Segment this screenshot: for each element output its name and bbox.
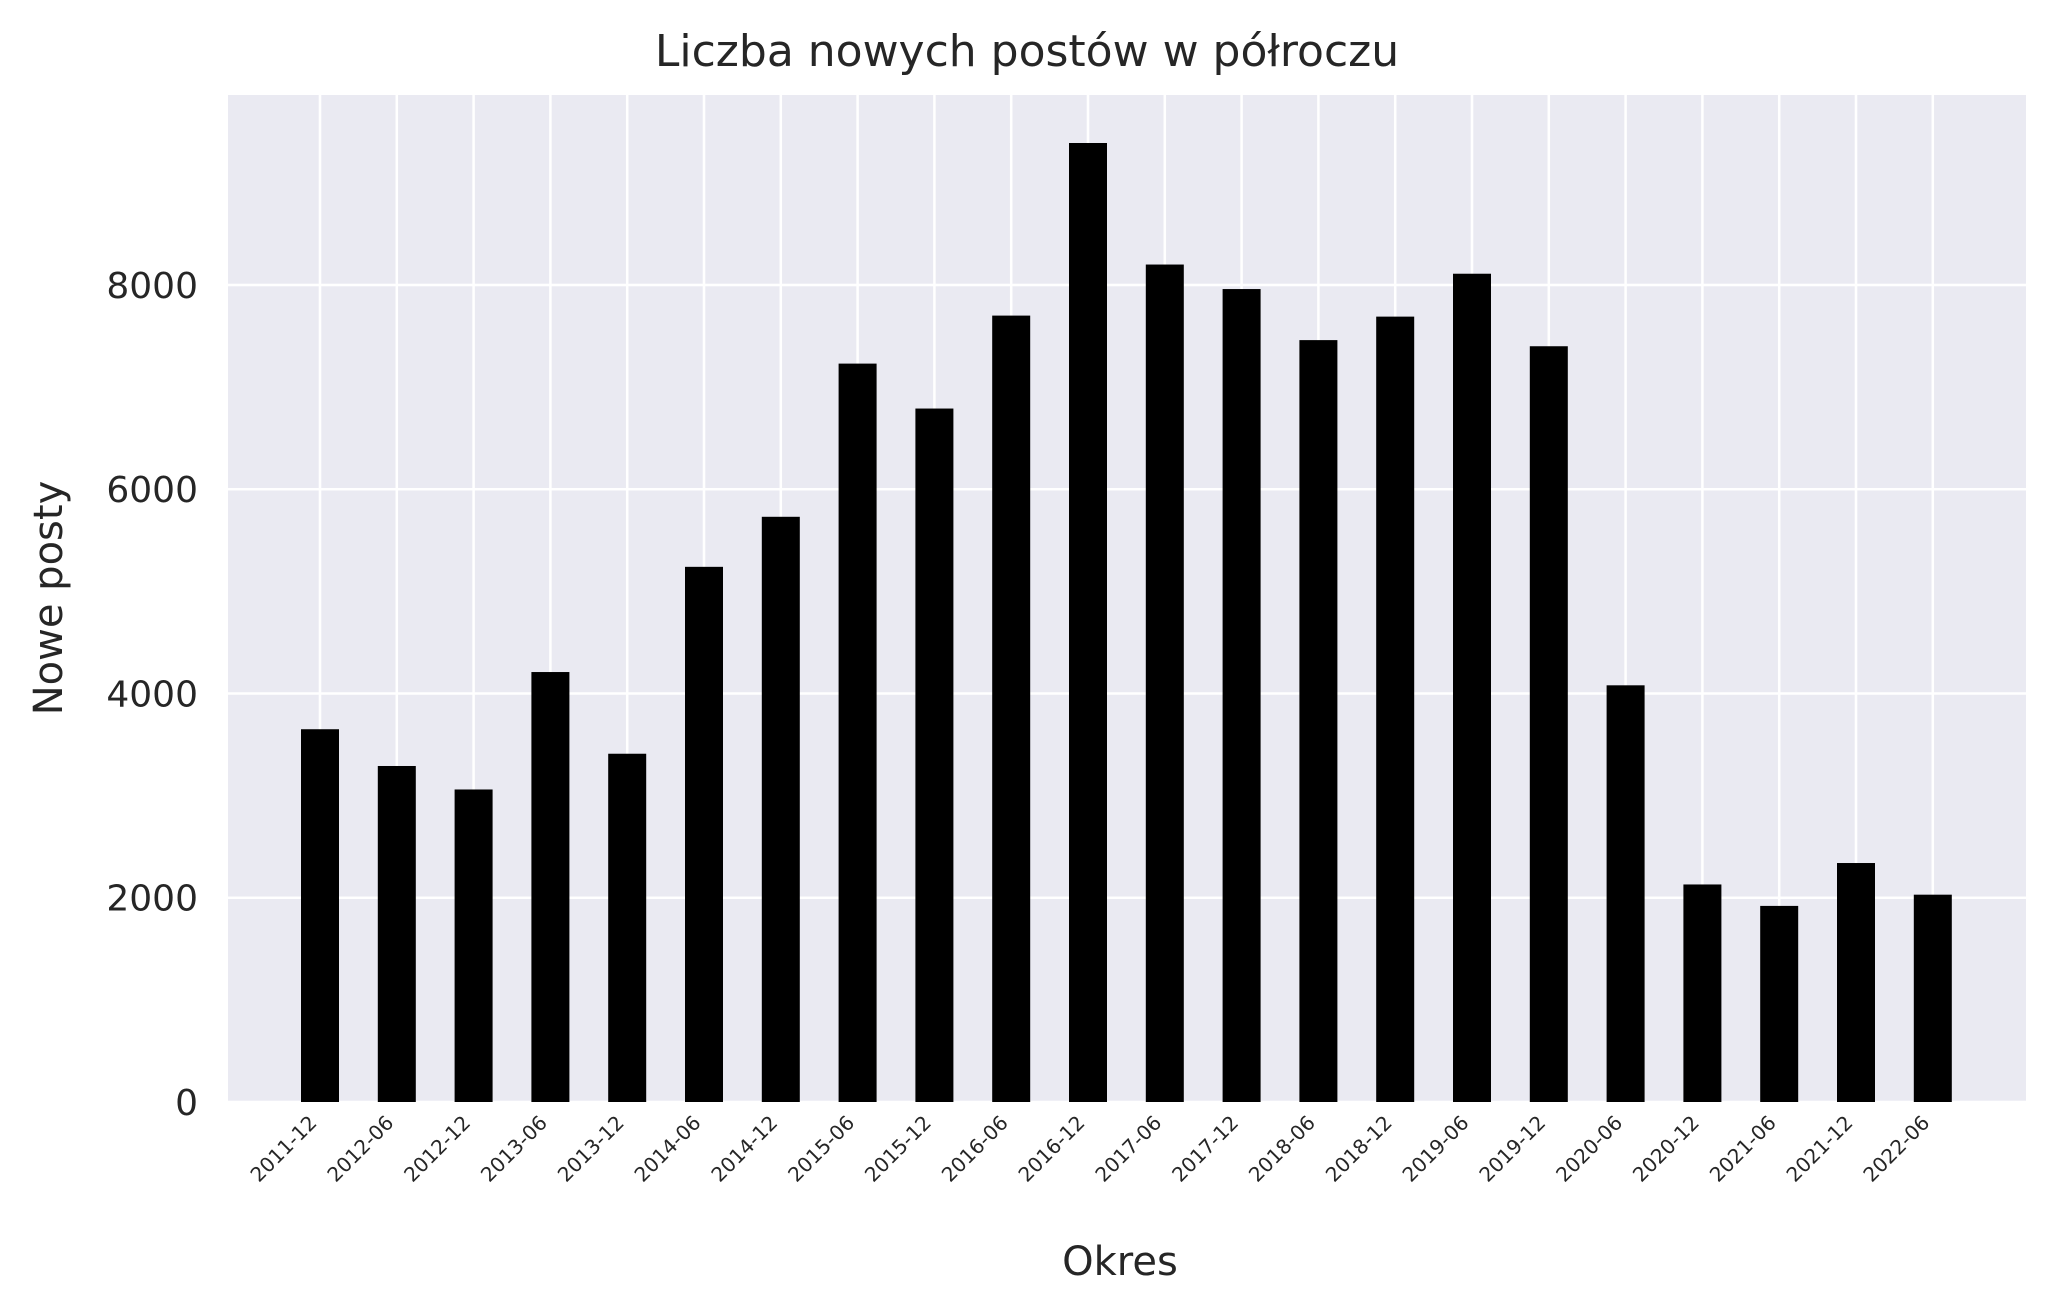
- x-tick-label: 2015-12: [860, 1111, 936, 1187]
- x-tick-label: 2017-12: [1167, 1111, 1243, 1187]
- bar: [1606, 685, 1645, 1102]
- x-tick-label: 2020-12: [1628, 1111, 1704, 1187]
- x-tick-label: 2021-06: [1705, 1111, 1781, 1187]
- bar: [685, 566, 723, 1102]
- x-tick-label: 2016-12: [1013, 1111, 1089, 1187]
- bar: [1376, 316, 1415, 1102]
- bar: [531, 672, 570, 1102]
- bar: [301, 729, 339, 1102]
- x-tick-label: 2014-06: [629, 1111, 705, 1187]
- bar: [761, 516, 800, 1102]
- bar: [454, 789, 493, 1102]
- x-tick-label: 2016-06: [937, 1111, 1013, 1187]
- bar: [1913, 894, 1952, 1102]
- x-tick-label: 2019-12: [1474, 1111, 1550, 1187]
- x-tick-label: 2013-06: [476, 1111, 552, 1187]
- x-tick-label: 2011-12: [245, 1111, 321, 1187]
- bar: [1837, 863, 1875, 1102]
- bar: [377, 765, 416, 1102]
- y-tick-labels: 0 2000 4000 6000 8000: [106, 266, 198, 1124]
- bar: [1222, 289, 1261, 1103]
- bar: [608, 753, 647, 1102]
- x-axis-label: Okres: [1062, 1239, 1178, 1285]
- bar: [838, 363, 877, 1102]
- bars-group: [301, 143, 1952, 1103]
- x-tick-label: 2013-12: [553, 1111, 629, 1187]
- y-tick-label: 6000: [106, 470, 198, 511]
- x-tick-label: 2017-06: [1090, 1111, 1166, 1187]
- x-tick-label: 2015-06: [783, 1111, 859, 1187]
- bar: [1453, 273, 1491, 1102]
- x-tick-label: 2012-06: [322, 1111, 398, 1187]
- y-tick-label: 8000: [106, 266, 198, 307]
- bar: [1145, 264, 1184, 1102]
- x-tick-label: 2014-12: [706, 1111, 782, 1187]
- x-tick-label: 2021-12: [1781, 1111, 1857, 1187]
- y-tick-label: 0: [175, 1083, 198, 1124]
- bar: [992, 315, 1031, 1102]
- bar: [1069, 143, 1107, 1103]
- x-tick-label: 2018-06: [1244, 1111, 1320, 1187]
- x-tick-label: 2020-06: [1551, 1111, 1627, 1187]
- x-tick-label: 2012-12: [399, 1111, 475, 1187]
- y-axis-label: Nowe posty: [26, 481, 72, 716]
- chart-title: Liczba nowych postów w półroczu: [655, 26, 1399, 77]
- x-tick-label: 2022-06: [1858, 1111, 1934, 1187]
- bar: [1683, 884, 1722, 1102]
- bar: [1760, 905, 1799, 1102]
- y-tick-label: 4000: [106, 674, 198, 715]
- x-tick-label: 2019-06: [1397, 1111, 1473, 1187]
- bar: [915, 408, 954, 1102]
- x-tick-labels: 2011-12 2012-06 2012-12 2013-06 2013-12 2014-…: [245, 1111, 1934, 1187]
- y-tick-label: 2000: [106, 879, 198, 920]
- bar: [1529, 346, 1568, 1102]
- plot-area: [228, 95, 2026, 1102]
- bar: [1299, 340, 1338, 1102]
- x-tick-label: 2018-12: [1321, 1111, 1397, 1187]
